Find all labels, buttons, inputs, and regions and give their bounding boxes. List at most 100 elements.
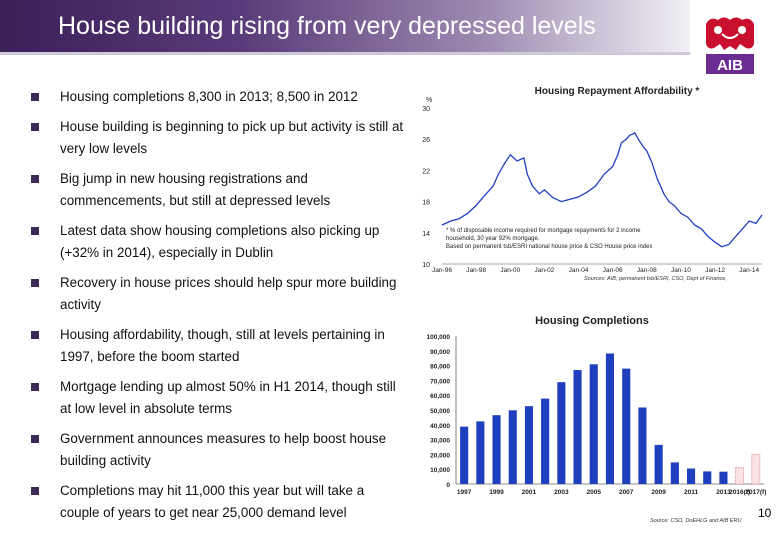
chart-title: Housing Completions: [535, 315, 649, 327]
bar-2013: [719, 471, 728, 484]
y-tick-label: 30,000: [430, 438, 450, 445]
bar-2005: [589, 364, 598, 484]
chart-title: Housing Repayment Affordability *: [535, 86, 700, 97]
bullet-item: Recovery in house prices should help spu…: [30, 272, 405, 316]
title-bar: House building rising from very depresse…: [0, 0, 690, 55]
bullet-item: Housing completions 8,300 in 2013; 8,500…: [30, 86, 405, 108]
bar-2010: [670, 462, 679, 484]
bullet-marker: [31, 435, 39, 443]
bullet-marker: [31, 123, 39, 131]
bullet-item: Housing affordability, though, still at …: [30, 324, 405, 368]
bullet-marker: [31, 227, 39, 235]
bar-2006: [605, 353, 614, 484]
bullet-marker: [31, 279, 39, 287]
affordability-line: [441, 132, 763, 248]
bullet-item: Government announces measures to help bo…: [30, 428, 405, 472]
y-tick-label: 50,000: [430, 408, 450, 415]
bullet-marker: [31, 383, 39, 391]
x-tick-label: 2017(f): [745, 489, 766, 496]
bullet-item: Latest data show housing completions als…: [30, 220, 405, 264]
bullet-item: Completions may hit 11,000 this year but…: [30, 480, 405, 524]
y-tick-label: 22: [422, 168, 430, 175]
x-tick-label: Jan-04: [569, 267, 589, 274]
bar-2001: [524, 406, 533, 484]
chart-source: Source: CSO, DoEHLG and AIB ERU: [650, 518, 742, 524]
bullet-text: Latest data show housing completions als…: [60, 223, 380, 260]
aib-logo: AIB: [700, 14, 760, 76]
bar-2002: [541, 398, 550, 484]
bullet-text: House building is beginning to pick up b…: [60, 119, 404, 156]
x-tick-label: Jan-02: [534, 267, 554, 274]
completions-chart: Housing Completions 0 10,000 20,000 30,000 40…: [410, 308, 770, 530]
y-tick-label: 18: [422, 200, 430, 207]
bullet-marker: [31, 331, 39, 339]
bullet-text: Recovery in house prices should help spu…: [60, 275, 397, 312]
bullet-list: Housing completions 8,300 in 2013; 8,500…: [30, 86, 405, 532]
bar-2009: [654, 444, 663, 484]
bullet-item: House building is beginning to pick up b…: [30, 116, 405, 160]
x-tick-label: Jan-14: [739, 267, 759, 274]
bar-2003: [557, 382, 566, 484]
chart-note: household, 30 year 92% mortgage.: [446, 236, 540, 242]
bullet-text: Housing affordability, though, still at …: [60, 327, 385, 364]
y-tick-label: 70,000: [430, 378, 450, 385]
bullet-text: Housing completions 8,300 in 2013; 8,500…: [60, 89, 358, 104]
y-tick-label: 100,000: [427, 334, 451, 341]
y-tick-label: 0: [446, 482, 450, 489]
bar-2012: [703, 471, 712, 484]
bullet-item: Big jump in new housing registrations an…: [30, 168, 405, 212]
x-tick-label: Jan-00: [500, 267, 520, 274]
affordability-chart: Housing Repayment Affordability *% 10 14 18…: [412, 82, 772, 302]
page-title: House building rising from very depresse…: [58, 12, 596, 40]
bar-2017(f): [751, 453, 761, 485]
x-tick-label: Jan-96: [432, 267, 452, 274]
x-tick-label: Jan-08: [637, 267, 657, 274]
bullet-item: Mortgage lending up almost 50% in H1 201…: [30, 376, 405, 420]
bar-2011: [687, 468, 696, 484]
chart-note: * % of disposable income required for mo…: [446, 228, 641, 234]
bullet-marker: [31, 175, 39, 183]
bar-2016(f): [735, 467, 745, 485]
x-tick-label: 2001: [522, 489, 537, 496]
y-tick-label: 90,000: [430, 349, 450, 356]
bullet-text: Completions may hit 11,000 this year but…: [60, 483, 365, 520]
y-tick-label: 30: [422, 106, 430, 113]
y-axis-label: %: [426, 97, 432, 104]
bullet-text: Big jump in new housing registrations an…: [60, 171, 331, 208]
x-tick-label: Jan-10: [671, 267, 691, 274]
x-tick-label: Jan-06: [603, 267, 623, 274]
x-tick-label: 2005: [587, 489, 602, 496]
x-tick-label: 2007: [619, 489, 634, 496]
x-tick-label: 2003: [554, 489, 569, 496]
bullet-text: Mortgage lending up almost 50% in H1 201…: [60, 379, 396, 416]
page-number: 10: [758, 506, 772, 520]
y-tick-label: 10: [422, 262, 430, 269]
y-tick-label: 80,000: [430, 364, 450, 371]
bar-1997: [460, 426, 469, 484]
bullet-marker: [31, 93, 39, 101]
x-tick-label: Jan-12: [705, 267, 725, 274]
chart-source: Sources: AIB, permanent tsb/ESRI, CSO, D…: [584, 276, 727, 282]
chart-note: Based on permanent tsb/ESRI national hou…: [446, 244, 652, 250]
x-tick-label: 2009: [651, 489, 666, 496]
x-tick-label: 1999: [489, 489, 504, 496]
logo-text: AIB: [717, 57, 743, 74]
y-tick-label: 40,000: [430, 423, 450, 430]
x-tick-label: 1997: [457, 489, 472, 496]
y-tick-label: 10,000: [430, 467, 450, 474]
bar-2007: [622, 368, 631, 484]
y-tick-label: 20,000: [430, 452, 450, 459]
x-tick-label: 2011: [684, 489, 698, 496]
x-tick-label: Jan-98: [466, 267, 486, 274]
bar-1999: [492, 415, 501, 484]
x-tick-label: 2016(f): [729, 489, 750, 496]
x-tick-label: 2013: [716, 489, 731, 496]
bullet-marker: [31, 487, 39, 495]
y-tick-label: 14: [422, 231, 430, 238]
bullet-text: Government announces measures to help bo…: [60, 431, 387, 468]
y-tick-label: 60,000: [430, 393, 450, 400]
y-tick-label: 26: [422, 137, 430, 144]
bar-1998: [476, 421, 485, 484]
bar-2008: [638, 407, 647, 484]
chart-background: [412, 82, 772, 302]
